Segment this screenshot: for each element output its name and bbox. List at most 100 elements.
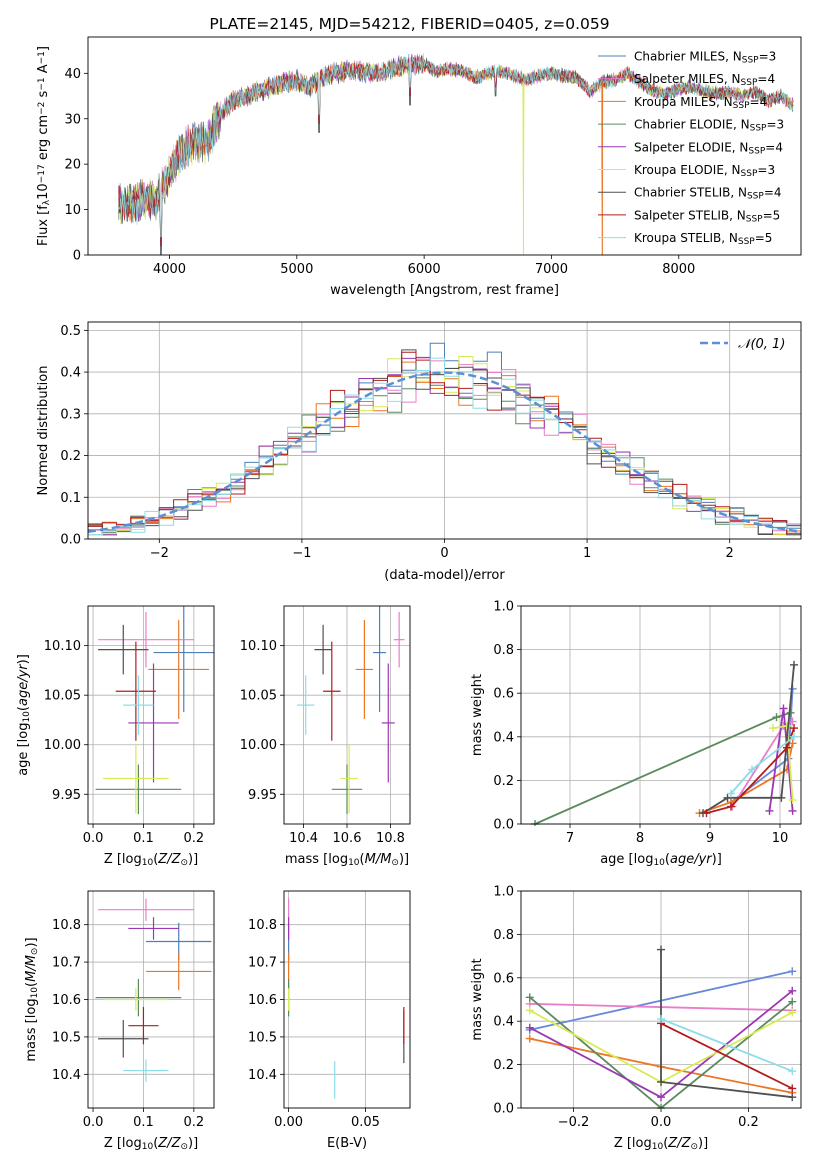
marker-8-0 <box>657 1015 665 1024</box>
z-vs-mass-panel: 0.0 0.1 0.2 10.4 10.5 10.6 10.7 10.8 Z [log10(Z/… <box>24 890 215 1152</box>
errorbar-0 <box>373 606 387 713</box>
y-tick-label-1: 0.1 <box>60 491 81 506</box>
y-tick-label-3: 30 <box>64 112 81 127</box>
errorbar-2 <box>145 952 212 991</box>
plot-area <box>531 660 798 826</box>
marker-8-1 <box>788 1067 797 1076</box>
errorbar-7 <box>323 641 341 741</box>
y-tick-label-1: 10.00 <box>44 738 81 753</box>
y-tick-label-5: 0.5 <box>60 324 81 339</box>
mass-weight-line-8 <box>660 1018 793 1072</box>
marker-4-2 <box>788 806 797 815</box>
y-tick-label-3: 10.10 <box>240 639 277 654</box>
y-tick-label-0: 10.4 <box>52 1068 81 1083</box>
axes-frame <box>87 605 215 825</box>
marker-2-3 <box>788 739 797 748</box>
x-axis-label: age [log10(age/yr)] <box>600 852 722 868</box>
y-tick-label-2: 10.05 <box>44 689 81 704</box>
marker-7-1 <box>788 1084 797 1093</box>
marker-3-1 <box>772 713 781 722</box>
legend: 𝒩(0, 1) <box>700 337 785 352</box>
ebv-vs-mass-panel: 0.00 0.05 10.4 10.5 10.6 10.7 10.8 E(B-V) <box>248 890 411 1151</box>
x-tick-label-2: 0.2 <box>738 1115 759 1130</box>
marker-5-0 <box>769 724 777 733</box>
errorbar-4 <box>128 663 179 783</box>
y-tick-label-4: 10.8 <box>52 918 81 933</box>
errorbar-1 <box>98 611 194 668</box>
axes-frame <box>520 890 802 1109</box>
plot-area <box>88 342 801 536</box>
x-axis-label: Z [log10(Z/Z⊙)] <box>104 852 198 868</box>
errorbar-6 <box>98 624 149 675</box>
x-axis-label: E(B-V) <box>327 1136 367 1151</box>
marker-0-1 <box>788 967 797 976</box>
z-mass-weight-panel: −0.2 0.0 0.2 0.0 0.2 0.4 0.6 0.8 1.0 Z [log10(Z/Z… <box>470 885 802 1152</box>
x-tick-label-1: 10.6 <box>333 831 362 846</box>
axes-frame <box>87 321 802 540</box>
x-axis-label: mass [log10(M/M⊙)] <box>285 852 409 868</box>
y-tick-label-2: 20 <box>64 158 81 173</box>
mass-weight-line-7 <box>706 727 795 814</box>
marker-6-3 <box>790 660 798 669</box>
y-axis-label: mass [log10(M/M⊙)] <box>24 937 40 1061</box>
normal-curve <box>88 371 801 533</box>
y-tick-label-0: 10.4 <box>248 1068 277 1083</box>
y-tick-label-0: 9.95 <box>52 788 81 803</box>
axes-frame <box>87 890 215 1109</box>
mass-weight-line-1 <box>731 720 793 808</box>
errorbar-2 <box>148 619 209 719</box>
y-tick-label-2: 0.4 <box>493 1015 514 1030</box>
y-tick-label-1: 0.2 <box>493 774 514 789</box>
marker-2-0 <box>525 1034 534 1043</box>
y-tick-label-3: 0.3 <box>60 407 81 422</box>
x-tick-label-2: 6000 <box>408 262 441 277</box>
x-axis-label: (data-model)/error <box>384 568 505 583</box>
x-axis-label: wavelength [Angstrom, rest frame] <box>330 283 559 298</box>
x-tick-label-1: 5000 <box>280 262 313 277</box>
plot-area <box>95 898 212 1082</box>
x-axis-label: Z [log10(Z/Z⊙)] <box>104 1136 198 1152</box>
mass-weight-line-2 <box>699 743 794 814</box>
mass-weight-line-7 <box>660 1022 793 1090</box>
x-tick-label-0: −2 <box>150 546 169 561</box>
legend-label-2: Kroupa MILES, NSSP=4 <box>634 95 767 111</box>
axes-frame <box>283 890 411 1109</box>
marker-6-2 <box>788 1093 797 1102</box>
y-tick-label-2: 0.4 <box>493 730 514 745</box>
marker-7-0 <box>702 809 711 818</box>
marker-7-2 <box>783 743 791 752</box>
x-tick-label-0: 0.00 <box>274 1115 303 1130</box>
errorbar-2 <box>355 619 374 719</box>
marker-6-1 <box>723 793 732 802</box>
marker-6-2 <box>777 793 786 802</box>
errorbar-5 <box>103 743 169 814</box>
legend-label-0: Chabrier MILES, NSSP=3 <box>634 50 776 66</box>
x-tick-label-0: 7 <box>566 831 574 846</box>
y-tick-label-2: 10.05 <box>240 689 277 704</box>
x-tick-label-1: 0.1 <box>133 831 154 846</box>
marker-5-0 <box>525 1006 534 1015</box>
marker-4-2 <box>788 986 797 995</box>
x-tick-label-3: 1 <box>583 546 591 561</box>
x-tick-label-2: 10.8 <box>376 831 405 846</box>
errorbar-3 <box>331 764 363 815</box>
legend-label-8: Kroupa STELIB, NSSP=5 <box>634 231 772 247</box>
errorbar-4 <box>128 917 179 940</box>
x-tick-label-0: 0.0 <box>83 1115 104 1130</box>
y-tick-label-3: 0.6 <box>493 687 514 702</box>
y-tick-label-3: 10.7 <box>248 956 277 971</box>
errorbar-7 <box>115 641 157 741</box>
marker-8-0 <box>727 789 735 798</box>
y-tick-label-2: 10.6 <box>248 993 277 1008</box>
legend-label-4: Salpeter ELODIE, NSSP=4 <box>634 140 783 156</box>
marker-3-2 <box>788 997 797 1006</box>
marker-6-0 <box>657 945 665 954</box>
age-mass-weight-panel: 7 8 9 10 0.0 0.2 0.4 0.6 0.8 1.0 age [log10(age/yr… <box>470 600 802 868</box>
legend-label-7: Salpeter STELIB, NSSP=5 <box>634 208 780 224</box>
marker-8-1 <box>748 765 756 774</box>
errorbar-8 <box>123 1059 169 1082</box>
marker-4-0 <box>525 1023 534 1032</box>
axes-frame <box>520 605 802 825</box>
y-axis-label: age [log10(age/yr)] <box>16 654 32 776</box>
x-tick-label-2: 9 <box>706 831 714 846</box>
